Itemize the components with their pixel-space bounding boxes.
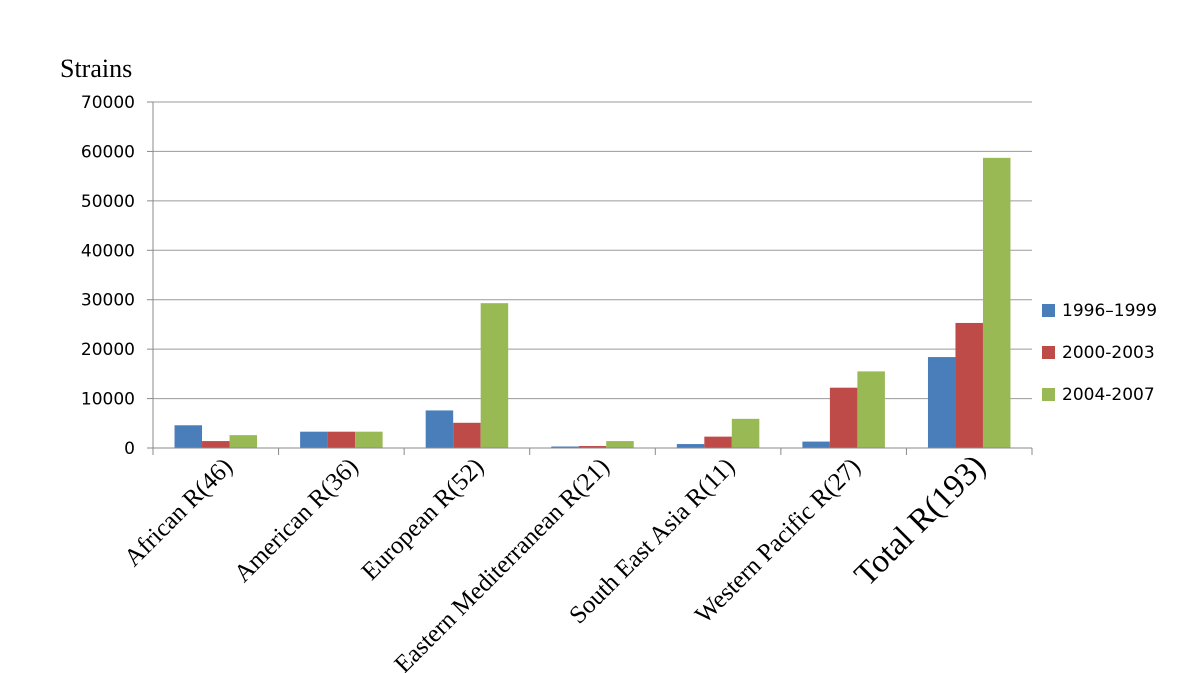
bar bbox=[802, 441, 830, 448]
bar bbox=[606, 441, 634, 448]
gridlines bbox=[147, 101, 1032, 449]
axes bbox=[152, 102, 1033, 455]
y-tick-label: 50000 bbox=[81, 192, 135, 212]
legend-swatch bbox=[1042, 388, 1055, 401]
bar bbox=[480, 303, 509, 448]
bar bbox=[229, 435, 258, 448]
bar bbox=[300, 431, 328, 448]
bar bbox=[829, 387, 858, 448]
bar bbox=[704, 436, 732, 448]
bar bbox=[425, 410, 454, 448]
bars bbox=[174, 157, 1011, 448]
y-tick-label: 60000 bbox=[81, 142, 135, 162]
bar bbox=[982, 157, 1011, 448]
legend-swatch bbox=[1042, 304, 1055, 317]
x-tick-label: Total R(193) bbox=[848, 448, 993, 593]
x-tick-labels: African R(46)American R(36)European R(52… bbox=[119, 448, 993, 673]
bar bbox=[955, 322, 983, 448]
y-axis-label: Strains bbox=[60, 54, 132, 83]
bar bbox=[355, 431, 383, 448]
legend-label: 2004-2007 bbox=[1062, 385, 1155, 405]
bar bbox=[174, 425, 203, 448]
legend-label: 1996–1999 bbox=[1062, 301, 1157, 321]
legend-label: 2000-2003 bbox=[1062, 343, 1155, 363]
legend-swatch bbox=[1042, 346, 1055, 359]
x-tick-label: African R(46) bbox=[119, 453, 238, 572]
y-tick-label: 70000 bbox=[81, 93, 135, 113]
bar bbox=[453, 422, 481, 448]
bar bbox=[578, 446, 607, 448]
x-tick-label: American R(36) bbox=[229, 453, 363, 587]
y-tick-label: 10000 bbox=[81, 390, 135, 410]
y-tick-label: 30000 bbox=[81, 291, 135, 311]
x-tick-label: Eastern Mediterranean R(21) bbox=[389, 453, 614, 673]
legend: 1996–1999 2000-2003 2004-2007 bbox=[1042, 301, 1157, 405]
bar bbox=[857, 371, 885, 448]
bar bbox=[202, 441, 230, 448]
bar bbox=[731, 418, 760, 448]
y-tick-labels: 0 10000 20000 30000 40000 50000 60000 70000 bbox=[81, 93, 135, 459]
x-tick-label: European R(52) bbox=[357, 453, 489, 585]
bar bbox=[676, 444, 705, 448]
y-tick-label: 20000 bbox=[81, 340, 135, 360]
bar bbox=[327, 431, 356, 448]
bar bbox=[927, 357, 956, 448]
bar bbox=[551, 446, 579, 448]
y-tick-label: 40000 bbox=[81, 241, 135, 261]
y-tick-label: 0 bbox=[124, 439, 135, 459]
